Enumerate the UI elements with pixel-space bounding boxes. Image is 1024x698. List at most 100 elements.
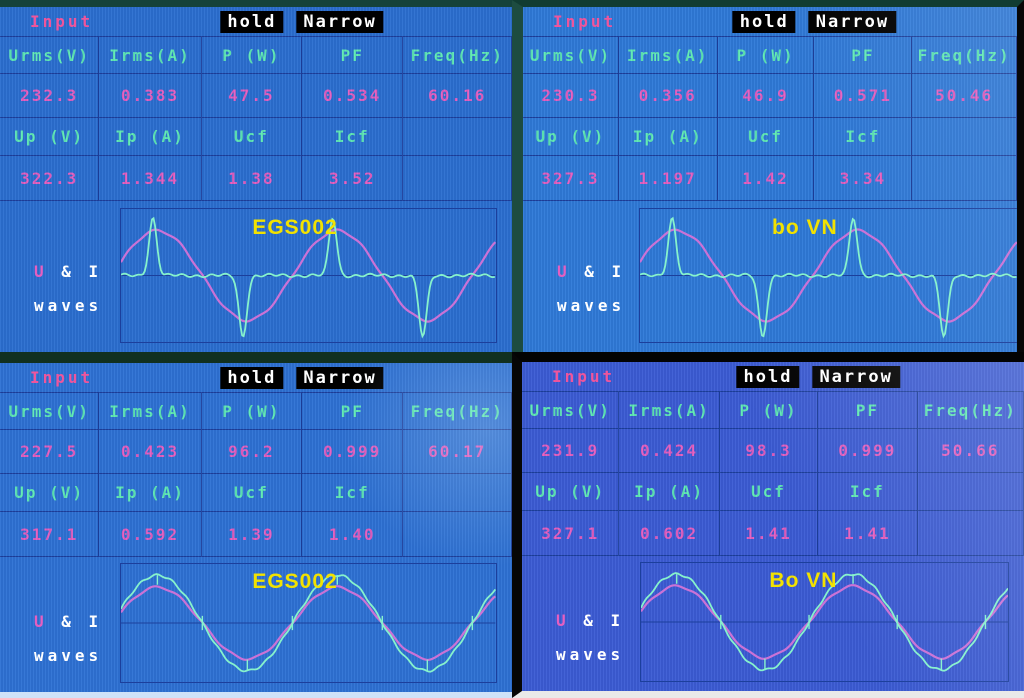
waveform-panel: U & I waves EGS002: [0, 201, 512, 352]
up-value: 327.1: [522, 511, 620, 556]
col-header-ip: Ip (A): [618, 118, 718, 156]
irms-value: 0.383: [99, 74, 202, 118]
urms-value: 227.5: [0, 430, 100, 474]
title-row: Input hold Narrow: [523, 7, 1017, 36]
narrow-badge: Narrow: [808, 10, 897, 33]
col-header-up: Up (V): [522, 473, 620, 511]
col-header-freq: Freq(Hz): [912, 37, 1017, 74]
icf-value: 1.40: [302, 512, 404, 557]
up-value: 317.1: [0, 512, 100, 557]
title-row: Input hold Narrow: [0, 363, 512, 392]
col-header-freq: Freq(Hz): [403, 393, 512, 430]
col-header-up: Up (V): [0, 118, 100, 156]
meter-screen-bottom-left: Input hold Narrow Urms(V) Irms(A) P (W) …: [0, 352, 512, 698]
annotation-label: EGS002: [252, 569, 338, 593]
ucf-value: 1.41: [719, 511, 819, 556]
u-label: U: [34, 611, 48, 631]
scope-box: bo VN: [639, 208, 1017, 343]
annotation-label: EGS002: [252, 215, 338, 239]
annotation-label: bo VN: [772, 215, 838, 239]
col-header-ip: Ip (A): [99, 118, 202, 156]
measurement-table: Urms(V) Irms(A) P (W) PF Freq(Hz) 231.9 …: [522, 391, 1024, 556]
waves-label: waves: [556, 644, 625, 664]
col-header-up: Up (V): [0, 474, 100, 512]
urms-value: 232.3: [0, 74, 100, 118]
col-header-icf: Icf: [302, 118, 404, 156]
screen-title: Input: [553, 12, 617, 31]
hold-badge: hold: [220, 10, 284, 33]
col-header-irms: Irms(A): [99, 37, 202, 74]
mode-badges: hold Narrow: [220, 10, 384, 33]
col-header-pf: PF: [302, 37, 404, 74]
col-header-ucf: Ucf: [201, 474, 303, 512]
meter-screen-bottom-right: Input hold Narrow Urms(V) Irms(A) P (W) …: [512, 352, 1024, 698]
and-i-label: & I: [47, 611, 103, 631]
waves-label: waves: [34, 296, 103, 316]
col-header-power: P (W): [201, 393, 303, 430]
waveform-plot: [641, 563, 1008, 681]
power-value: 47.5: [201, 74, 303, 118]
col-header-ip: Ip (A): [99, 474, 202, 512]
waveform-label: U & I waves: [34, 255, 102, 323]
col-header-up: Up (V): [523, 118, 619, 156]
col-header-icf: Icf: [818, 473, 918, 511]
empty-value-cell: [917, 511, 1024, 556]
waveform-plot: [121, 209, 495, 342]
meter-screen-top-left: Input hold Narrow Urms(V) Irms(A) P (W) …: [0, 0, 512, 352]
hold-badge: hold: [732, 10, 796, 33]
and-i-label: & I: [47, 262, 103, 282]
freq-value: 60.17: [403, 430, 512, 474]
col-header-freq: Freq(Hz): [917, 392, 1024, 429]
narrow-badge: Narrow: [812, 365, 900, 388]
col-header-urms: Urms(V): [0, 393, 100, 430]
ip-value: 1.344: [99, 156, 202, 201]
mode-badges: hold Narrow: [736, 365, 900, 388]
screen-title: Input: [552, 367, 616, 386]
empty-value-cell: [403, 156, 512, 201]
icf-value: 1.41: [818, 511, 918, 556]
waveform-label: U & I waves: [34, 605, 102, 673]
screen-title: Input: [30, 12, 94, 31]
scope-box: EGS002: [120, 208, 497, 343]
title-row: Input hold Narrow: [0, 7, 512, 36]
irms-value: 0.424: [619, 429, 720, 473]
col-header-icf: Icf: [814, 118, 913, 156]
irms-value: 0.356: [618, 74, 718, 118]
hold-badge: hold: [220, 366, 284, 389]
col-header-ucf: Ucf: [201, 118, 303, 156]
pf-value: 0.999: [302, 430, 404, 474]
scope-box: EGS002: [120, 563, 497, 683]
mode-badges: hold Narrow: [220, 366, 384, 389]
pf-value: 0.571: [814, 74, 913, 118]
u-label: U: [556, 610, 570, 630]
col-header-urms: Urms(V): [0, 37, 100, 74]
up-value: 327.3: [523, 156, 619, 201]
col-header-pf: PF: [818, 392, 918, 429]
irms-value: 0.423: [99, 430, 202, 474]
up-value: 322.3: [0, 156, 100, 201]
waveform-plot: [121, 564, 495, 682]
urms-value: 230.3: [523, 74, 619, 118]
title-row: Input hold Narrow: [522, 362, 1024, 391]
empty-value-cell: [912, 156, 1017, 201]
waveform-panel: U & I waves Bo VN: [522, 555, 1024, 691]
col-header-irms: Irms(A): [619, 392, 720, 429]
mode-badges: hold Narrow: [732, 10, 897, 33]
measurement-table: Urms(V) Irms(A) P (W) PF Freq(Hz) 227.5 …: [0, 392, 512, 557]
col-header-power: P (W): [201, 37, 303, 74]
empty-value-cell: [403, 512, 512, 557]
pf-value: 0.999: [818, 429, 918, 473]
ucf-value: 1.39: [201, 512, 303, 557]
u-label: U: [34, 262, 48, 282]
urms-value: 231.9: [522, 429, 620, 473]
col-header-ucf: Ucf: [719, 473, 819, 511]
col-header-icf: Icf: [302, 474, 404, 512]
col-header-irms: Irms(A): [99, 393, 202, 430]
power-value: 46.9: [717, 74, 815, 118]
waveform-panel: U & I waves bo VN: [523, 201, 1017, 352]
measurement-table: Urms(V) Irms(A) P (W) PF Freq(Hz) 230.3 …: [523, 36, 1017, 201]
col-header-irms: Irms(A): [618, 37, 718, 74]
ucf-value: 1.42: [717, 156, 815, 201]
ip-value: 0.592: [99, 512, 202, 557]
